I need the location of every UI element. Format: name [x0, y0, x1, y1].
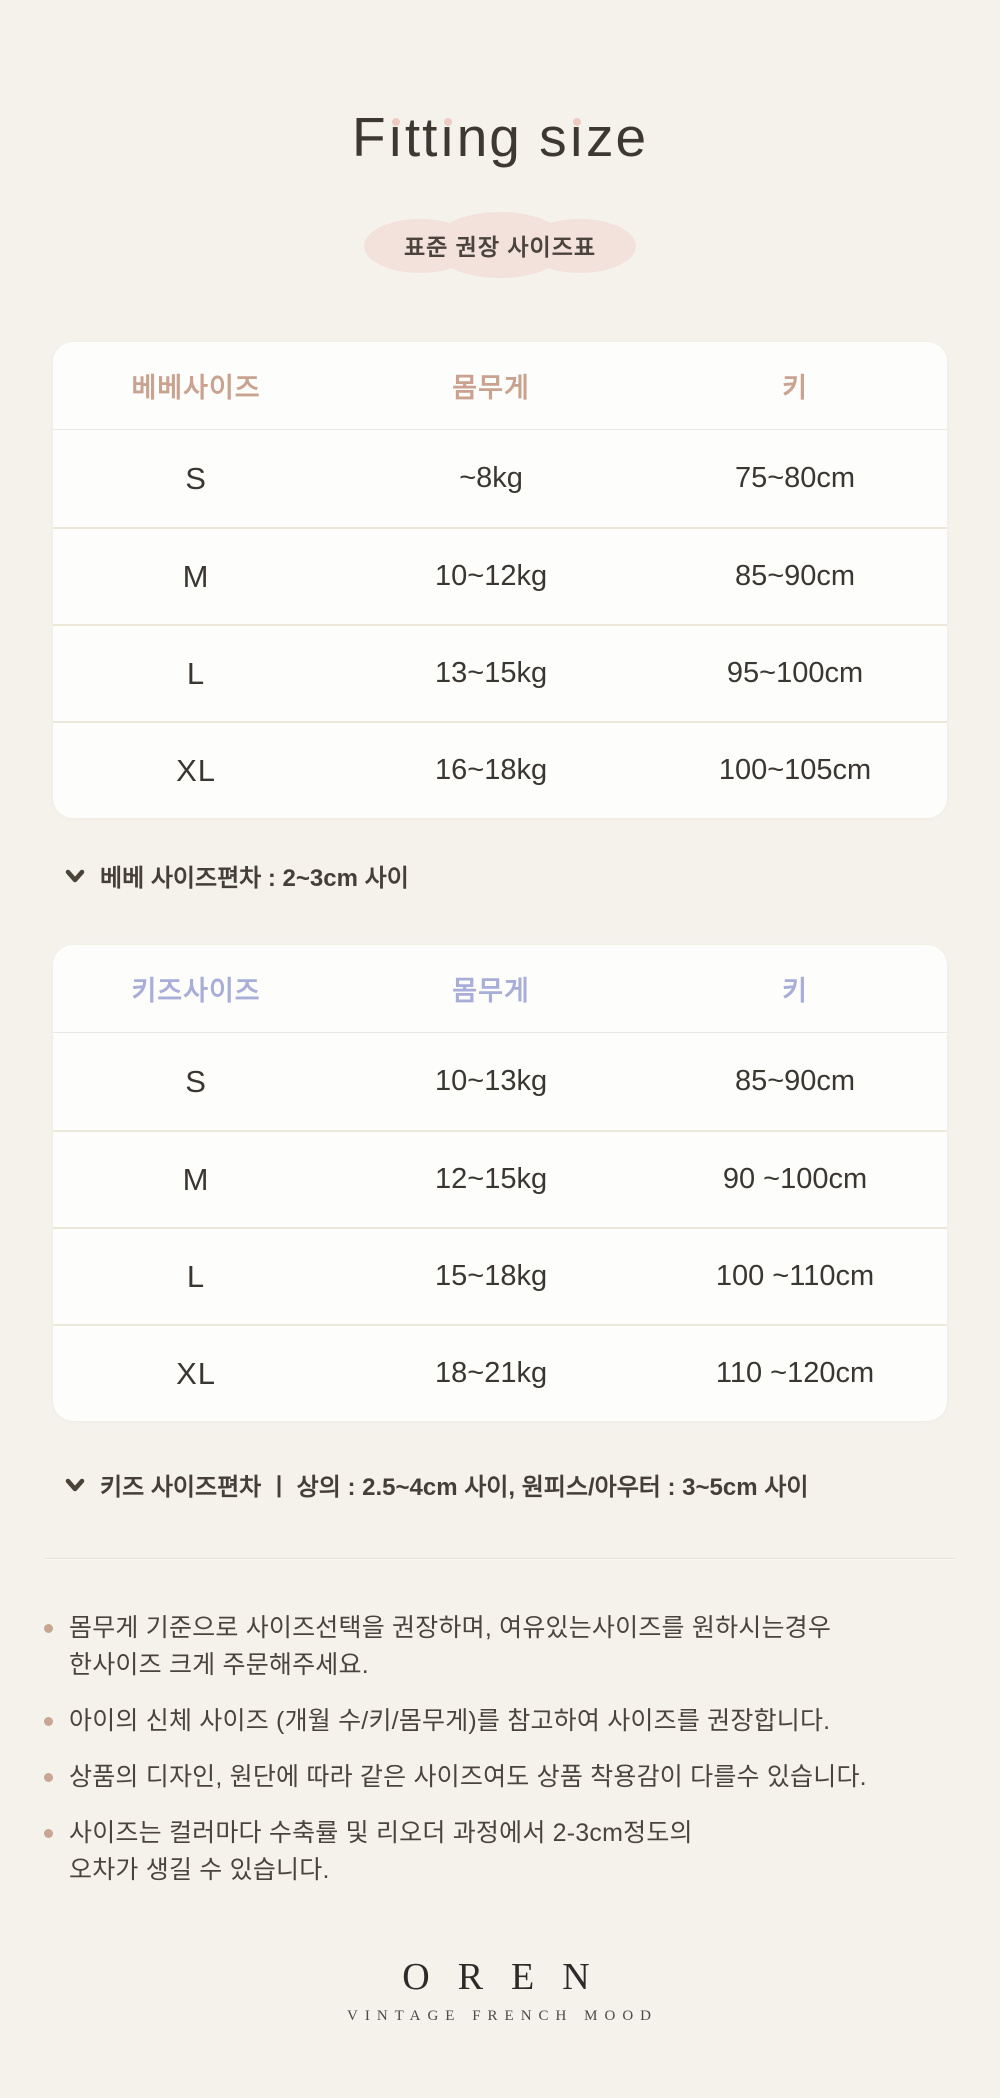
note-text: 베베 사이즈편차 : 2~3cm 사이: [100, 865, 409, 892]
kids-size-note: 키즈 사이즈편차 ㅣ 상의 : 2.5~4cm 사이, 원피스/아우터 : 3~…: [64, 1467, 1000, 1502]
cell-height: 85~90cm: [734, 560, 856, 592]
section-divider: [45, 1558, 955, 1560]
cell-size: M: [182, 558, 210, 594]
cell-weight: 16~18kg: [435, 754, 548, 786]
cell-weight: 10~12kg: [435, 560, 548, 592]
column-header-size: 키즈사이즈: [131, 976, 261, 1006]
cell-size: S: [185, 1063, 207, 1099]
bebe-table-header: 베베사이즈 몸무게 키: [53, 342, 947, 430]
badge-label: 표준 권장 사이즈표: [403, 234, 597, 260]
brand-footer: OREN VINTAGE FRENCH MOOD: [0, 1955, 1000, 2025]
cell-weight: 12~15kg: [435, 1163, 548, 1195]
title-i-dot: [444, 118, 453, 126]
page-title: Fı ttı ng sı ze: [351, 106, 649, 168]
brand-tagline: VINTAGE FRENCH MOOD: [347, 2008, 658, 2024]
standard-size-badge: 표준 권장 사이즈표: [364, 212, 636, 278]
notice-list: 몸무게 기준으로 사이즈선택을 권장하며, 여유있는사이즈를 원하시는경우 한사…: [44, 1610, 1000, 1889]
cell-weight: 15~18kg: [435, 1260, 548, 1292]
column-header-size: 베베사이즈: [131, 373, 261, 403]
cell-size: L: [186, 655, 206, 691]
list-item: 사이즈는 컬러마다 수축률 및 리오더 과정에서 2-3cm정도의 오차가 생길…: [44, 1815, 1000, 1889]
cell-size: L: [186, 1258, 206, 1294]
title-section: Fı ttı ng sı ze: [0, 0, 1000, 168]
notice-text: 아이의 신체 사이즈 (개월 수/키/몸무게)를 참고하여 사이즈를 권장합니다…: [69, 1707, 831, 1735]
bebe-size-table: 베베사이즈 몸무게 키 S ~8kg 75~80cm M 10~12kg 85~…: [53, 342, 947, 818]
bullet-dot-icon: [44, 1773, 53, 1782]
column-header-height: 키: [782, 373, 808, 403]
title-i-dot: [573, 118, 582, 126]
bebe-size-note: 베베 사이즈편차 : 2~3cm 사이: [64, 858, 1000, 893]
cell-weight: 10~13kg: [435, 1065, 548, 1097]
notice-text: 상품의 디자인, 원단에 따라 같은 사이즈여도 상품 착용감이 다를수 있습니…: [69, 1763, 867, 1791]
bullet-dot-icon: [44, 1624, 53, 1633]
list-item: 아이의 신체 사이즈 (개월 수/키/몸무게)를 참고하여 사이즈를 권장합니다…: [44, 1703, 1000, 1740]
cell-size: XL: [176, 752, 216, 788]
column-header-weight: 몸무게: [452, 373, 530, 403]
cell-weight: 18~21kg: [435, 1357, 548, 1389]
cell-size: XL: [176, 1355, 216, 1391]
cell-size: M: [182, 1161, 210, 1197]
cell-height: 90 ~100cm: [722, 1163, 868, 1195]
title-i-dot: [392, 118, 401, 126]
notice-text: 몸무게 기준으로 사이즈선택을 권장하며, 여유있는사이즈를 원하시는경우 한사…: [69, 1614, 832, 1679]
chevron-down-icon: [65, 1478, 85, 1491]
table-row: XL 18~21kg 110 ~120cm: [53, 1324, 947, 1421]
column-header-height: 키: [782, 976, 808, 1006]
cell-height: 85~90cm: [734, 1065, 856, 1097]
kids-table-header: 키즈사이즈 몸무게 키: [53, 945, 947, 1033]
bullet-dot-icon: [44, 1829, 53, 1838]
cell-size: S: [185, 460, 207, 496]
cell-weight: 13~15kg: [435, 657, 548, 689]
bullet-dot-icon: [44, 1717, 53, 1726]
column-header-weight: 몸무게: [452, 976, 530, 1006]
table-row: S ~8kg 75~80cm: [53, 430, 947, 527]
cell-height: 110 ~120cm: [715, 1357, 875, 1389]
notice-text: 사이즈는 컬러마다 수축률 및 리오더 과정에서 2-3cm정도의 오차가 생길…: [69, 1819, 693, 1884]
table-row: M 10~12kg 85~90cm: [53, 527, 947, 624]
badge-blob-right: [524, 219, 636, 273]
table-row: XL 16~18kg 100~105cm: [53, 721, 947, 818]
table-row: L 13~15kg 95~100cm: [53, 624, 947, 721]
cell-height: 75~80cm: [734, 462, 856, 494]
brand-logo: OREN: [402, 1956, 618, 1998]
cell-weight: ~8kg: [459, 462, 523, 494]
cell-height: 100~105cm: [718, 754, 872, 786]
kids-size-table: 키즈사이즈 몸무게 키 S 10~13kg 85~90cm M 12~15kg …: [53, 945, 947, 1421]
table-row: S 10~13kg 85~90cm: [53, 1033, 947, 1130]
note-text: 키즈 사이즈편차 ㅣ 상의 : 2.5~4cm 사이, 원피스/아우터 : 3~…: [100, 1474, 809, 1501]
cell-height: 100 ~110cm: [715, 1260, 875, 1292]
chevron-down-icon: [65, 869, 85, 882]
list-item: 상품의 디자인, 원단에 따라 같은 사이즈여도 상품 착용감이 다를수 있습니…: [44, 1759, 1000, 1796]
cell-height: 95~100cm: [726, 657, 864, 689]
table-row: L 15~18kg 100 ~110cm: [53, 1227, 947, 1324]
list-item: 몸무게 기준으로 사이즈선택을 권장하며, 여유있는사이즈를 원하시는경우 한사…: [44, 1610, 1000, 1684]
table-row: M 12~15kg 90 ~100cm: [53, 1130, 947, 1227]
